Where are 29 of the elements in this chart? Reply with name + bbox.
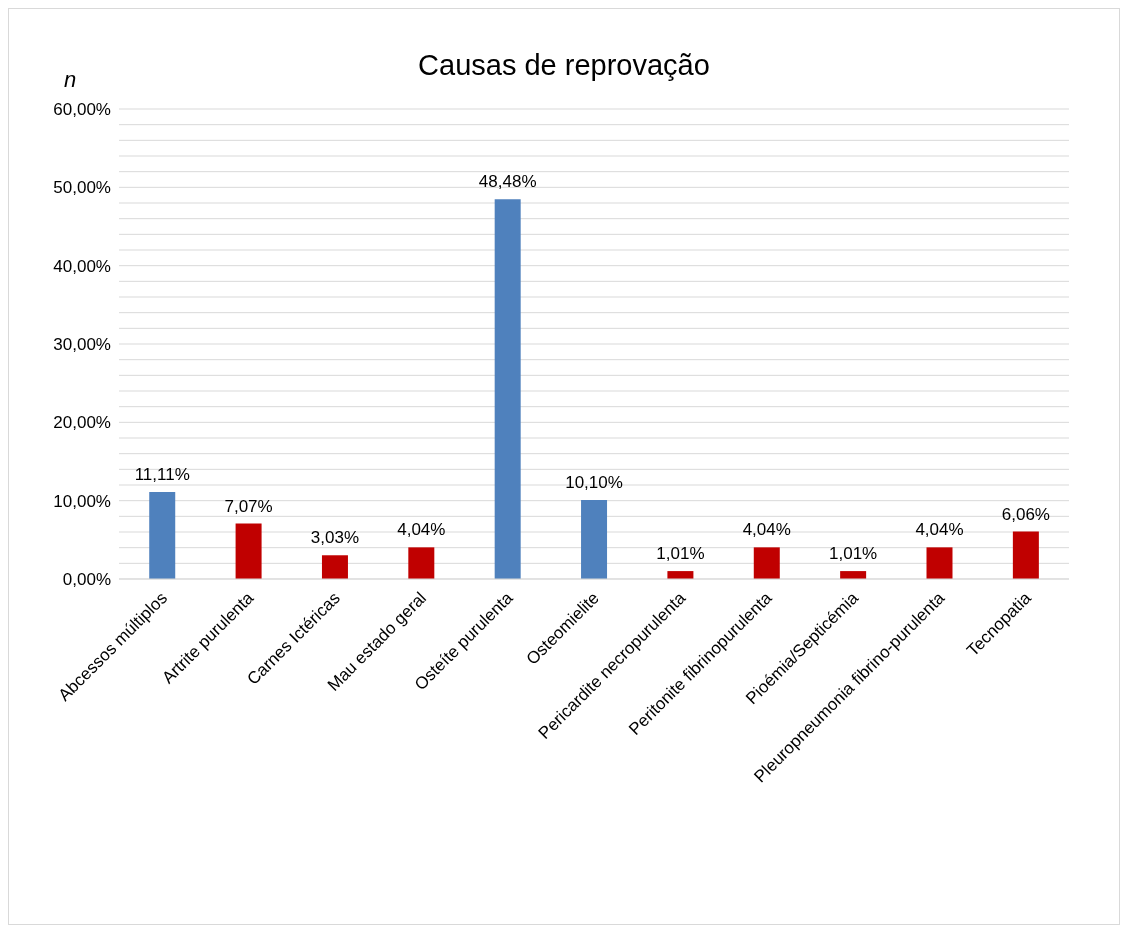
y-tick-label: 60,00% (53, 100, 111, 120)
y-tick-label: 40,00% (53, 256, 111, 276)
bar (926, 547, 953, 579)
bar (235, 523, 262, 579)
data-label: 4,04% (915, 520, 964, 540)
data-label: 4,04% (742, 520, 791, 540)
y-tick-label: 0,00% (62, 570, 111, 590)
bar (321, 555, 348, 579)
bar (753, 547, 780, 579)
bar (408, 547, 435, 579)
y-axis-title: n (64, 67, 77, 93)
data-label: 6,06% (1001, 504, 1050, 524)
bar (494, 199, 521, 579)
y-tick-label: 50,00% (53, 178, 111, 198)
data-label: 10,10% (565, 472, 623, 492)
data-label: 11,11% (134, 464, 190, 484)
y-tick-label: 10,00% (53, 491, 111, 511)
bar (149, 491, 176, 579)
data-label: 1,01% (829, 544, 878, 564)
data-label: 48,48% (478, 172, 537, 192)
chart-title: Causas de reprovação (418, 49, 710, 81)
data-label: 1,01% (656, 544, 705, 564)
data-label: 7,07% (224, 496, 273, 516)
data-label: 4,04% (397, 520, 446, 540)
y-tick-label: 20,00% (53, 413, 111, 433)
data-label: 3,03% (310, 528, 360, 548)
bar (581, 499, 608, 579)
bar (1012, 531, 1039, 579)
y-tick-label: 30,00% (53, 335, 111, 355)
